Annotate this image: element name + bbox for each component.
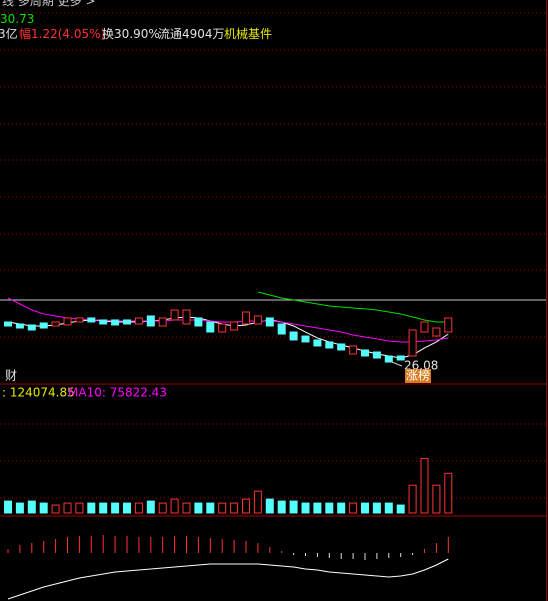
volume-bar <box>420 457 429 514</box>
volume-bar <box>218 502 227 514</box>
volume-bar <box>313 502 322 514</box>
candle-body <box>194 317 203 327</box>
candle-body <box>265 317 274 327</box>
candle-body <box>39 322 48 329</box>
change: 幅1.22(4.05%) <box>19 27 106 41</box>
candle-body <box>444 317 453 333</box>
volume-bar <box>384 502 393 514</box>
candle-body <box>313 339 322 347</box>
volume-bar <box>87 502 96 514</box>
candle-body <box>432 327 441 337</box>
candle-body <box>170 309 179 321</box>
dif-line <box>7 558 449 600</box>
volume-bar <box>4 500 12 514</box>
ma-line <box>7 297 449 343</box>
volume-bar <box>349 502 358 514</box>
candle-body <box>372 351 381 359</box>
candle-body <box>396 355 405 361</box>
candle-body <box>408 329 417 357</box>
grid <box>0 12 546 499</box>
candle-body <box>15 323 24 329</box>
candle-body <box>51 321 60 327</box>
candle-body <box>277 323 286 335</box>
volume-bar <box>206 502 215 514</box>
volume-bar <box>277 500 286 514</box>
volume-bar <box>361 502 369 514</box>
candle-body <box>337 343 346 351</box>
ma-line <box>257 291 449 323</box>
volume-bar <box>396 504 405 514</box>
candle-body <box>206 321 215 333</box>
turnover: 换30.90% <box>102 27 160 41</box>
tag-bg <box>405 369 431 383</box>
candle-body <box>420 321 429 333</box>
candle-body <box>63 317 72 326</box>
volume-bar <box>253 490 262 514</box>
volume-bar <box>265 498 274 514</box>
volume-bar <box>372 502 381 514</box>
volume-bar <box>337 502 346 514</box>
price: 30.73 <box>0 12 35 26</box>
vol-ma5-label: : 124074.85 <box>2 386 75 400</box>
volume-bar <box>51 504 60 514</box>
volume-bar <box>111 502 120 514</box>
candle-body <box>27 324 36 331</box>
volume-bar <box>444 472 453 514</box>
candle-body <box>75 317 84 323</box>
volume-bar <box>170 498 179 514</box>
candle-body <box>146 315 155 327</box>
candle-body <box>361 349 369 357</box>
tabs[interactable]: 日线 多周期 更多 > <box>0 0 96 8</box>
volume-bar <box>242 498 250 514</box>
volume-bar <box>146 500 155 514</box>
amount: 3亿 <box>0 27 18 41</box>
volume-bar <box>158 502 167 514</box>
vol-ma10-label: MA10: 75822.43 <box>68 386 167 400</box>
tag: 涨榜 <box>406 368 430 383</box>
candle-body <box>182 309 191 325</box>
volume-bar <box>15 502 24 514</box>
volume-bar <box>182 502 191 514</box>
volume-bar <box>63 502 72 514</box>
candle-body <box>218 323 227 333</box>
candle-body <box>111 319 120 326</box>
candle-body <box>4 321 12 327</box>
candle-body <box>301 335 310 343</box>
note: 财 <box>5 369 17 383</box>
volume-bar <box>325 502 334 514</box>
candle-body <box>289 331 298 341</box>
volume-bar <box>99 502 108 514</box>
volume-bar <box>194 502 203 514</box>
volume-bar <box>289 500 298 514</box>
volume-bar <box>39 502 48 514</box>
float-shares: 流通4904万 <box>158 27 225 41</box>
candle-body <box>230 321 239 331</box>
low-arrow <box>391 361 403 367</box>
candle-body <box>158 317 167 327</box>
candle-body <box>384 355 393 363</box>
volume-bar <box>75 502 84 514</box>
candle-body <box>87 317 96 323</box>
candle-body <box>325 341 334 349</box>
volume-bar <box>432 484 441 514</box>
sector: 机械基件 <box>224 27 273 41</box>
candle-body <box>123 319 131 325</box>
candle-body <box>134 317 143 325</box>
candle-body <box>349 345 358 355</box>
volume-bar <box>134 502 143 514</box>
volume-bar <box>301 502 310 514</box>
volume-bar <box>230 502 239 514</box>
volume-bar <box>408 484 417 514</box>
candle-body <box>242 311 250 325</box>
volume-bar <box>27 500 36 514</box>
candle-body <box>99 319 108 325</box>
candle-body <box>253 315 262 325</box>
volume-bar <box>123 502 131 514</box>
